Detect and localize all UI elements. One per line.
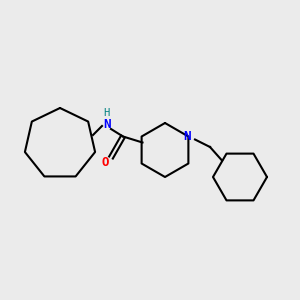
Text: N: N bbox=[103, 118, 110, 131]
Text: N: N bbox=[184, 130, 191, 143]
Text: O: O bbox=[102, 155, 109, 169]
Text: H: H bbox=[103, 107, 109, 118]
